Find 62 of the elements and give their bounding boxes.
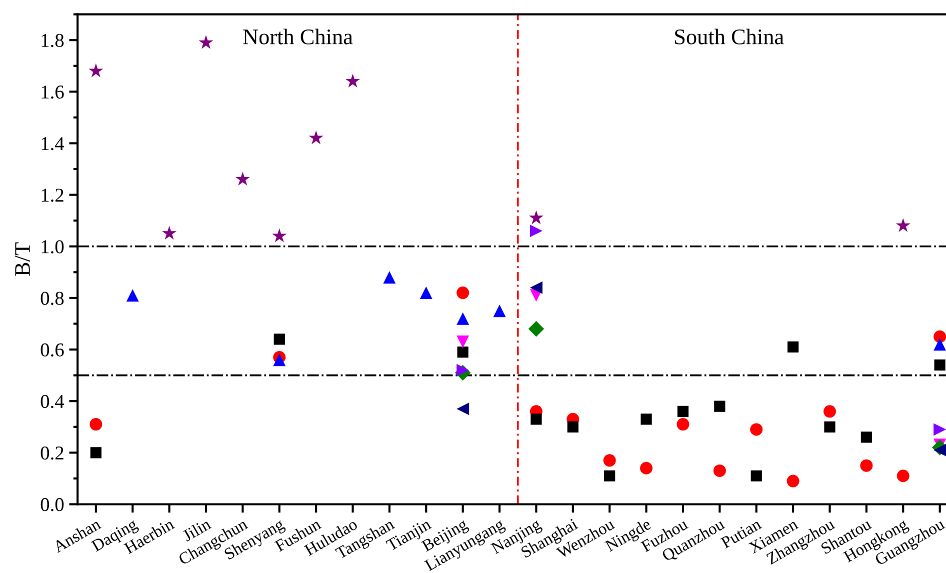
y-tick-label: 0.4 <box>40 394 64 408</box>
point <box>567 421 578 432</box>
point <box>90 418 102 431</box>
point <box>308 130 324 144</box>
y-tick-label: 0.2 <box>40 446 64 460</box>
point <box>786 474 800 488</box>
y-tick-label: 0.8 <box>40 292 64 305</box>
point <box>676 418 690 431</box>
point <box>824 421 836 432</box>
point <box>345 74 360 88</box>
point <box>823 405 836 418</box>
point <box>456 286 470 300</box>
point <box>383 271 396 284</box>
point <box>420 286 432 300</box>
point <box>530 414 542 425</box>
point <box>714 400 726 412</box>
point <box>456 402 470 416</box>
point <box>126 289 139 302</box>
point <box>198 35 214 49</box>
point <box>677 406 689 417</box>
point <box>896 218 910 232</box>
annotation: South China <box>675 28 784 44</box>
point <box>788 341 799 353</box>
point <box>272 228 287 242</box>
point <box>934 444 946 456</box>
annotation: North China <box>243 28 353 44</box>
point <box>456 312 470 325</box>
y-tick-label: 1.0 <box>42 240 64 254</box>
point <box>162 226 177 240</box>
y-tick-label: 1.2 <box>42 188 64 202</box>
y-tick-label: 1.4 <box>42 137 64 150</box>
point <box>90 447 102 458</box>
point <box>273 354 286 366</box>
point <box>274 334 285 345</box>
point <box>934 423 946 436</box>
point <box>88 63 104 78</box>
point <box>640 414 652 425</box>
point <box>860 459 873 472</box>
point <box>860 432 872 443</box>
y-axis-title: B/T <box>15 242 30 276</box>
point <box>493 304 506 318</box>
point <box>934 359 946 371</box>
point <box>457 346 468 358</box>
point <box>528 210 544 224</box>
point <box>640 462 653 474</box>
point <box>530 281 542 294</box>
y-tick-label: 0.0 <box>40 498 64 512</box>
point <box>530 224 542 238</box>
point <box>713 464 726 477</box>
y-tick-label: 1.6 <box>42 86 64 99</box>
point <box>603 454 616 467</box>
point <box>528 321 544 337</box>
point <box>750 423 763 436</box>
point <box>456 336 470 348</box>
y-tick-label: 0.6 <box>40 343 64 357</box>
point <box>750 470 762 482</box>
point <box>896 470 910 482</box>
point <box>604 470 616 482</box>
point <box>235 172 250 186</box>
point <box>934 338 946 351</box>
y-tick-label: 1.8 <box>42 34 64 48</box>
point <box>934 330 946 343</box>
